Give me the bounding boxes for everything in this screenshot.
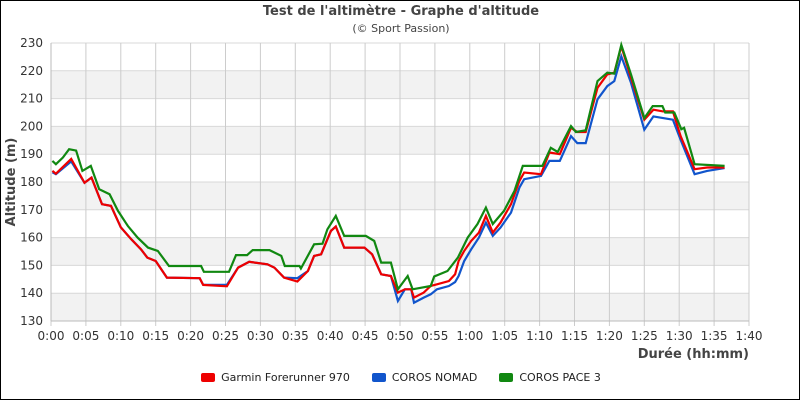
x-tick-label: 0:50	[387, 329, 414, 343]
x-tick-label: 1:20	[596, 329, 623, 343]
legend-label: COROS NOMAD	[391, 371, 478, 384]
x-tick-label: 1:00	[456, 329, 483, 343]
y-tick-label: 210	[20, 92, 43, 106]
x-tick-label: 0:00	[38, 329, 65, 343]
y-tick-label: 230	[20, 36, 43, 50]
series-line-garmin-forerunner-970	[51, 42, 725, 300]
y-tick-label: 160	[20, 231, 43, 245]
x-tick-label: 0:05	[72, 329, 99, 343]
chart-title: Test de l'altimètre - Graphe d'altitude	[262, 4, 540, 19]
x-tick-label: 1:30	[666, 329, 693, 343]
chart-subtitle: (© Sport Passion)	[352, 22, 450, 35]
x-tick-label: 0:15	[142, 329, 169, 343]
legend-label: Garmin Forerunner 970	[221, 371, 350, 384]
series-line-coros-pace-3	[51, 40, 725, 292]
y-tick-label: 180	[20, 175, 43, 189]
x-tick-label: 1:05	[491, 329, 518, 343]
y-tick-label: 140	[20, 286, 43, 300]
legend-item-coros-pace[interactable]: COROS PACE 3	[499, 371, 601, 384]
x-tick-label: 0:20	[177, 329, 204, 343]
x-tick-label: 0:35	[282, 329, 309, 343]
x-tick-label: 0:45	[352, 329, 379, 343]
x-tick-label: 1:35	[701, 329, 728, 343]
legend-swatch	[371, 373, 386, 382]
y-tick-label: 190	[20, 147, 43, 161]
x-tick-label: 0:10	[107, 329, 134, 343]
x-tick-label: 0:55	[421, 329, 448, 343]
y-tick-label: 150	[20, 258, 43, 272]
legend-swatch	[201, 373, 216, 382]
legend-swatch	[499, 373, 514, 382]
y-tick-label: 170	[20, 203, 43, 217]
y-tick-label: 220	[20, 64, 43, 78]
y-axis-title: Altitude (m)	[4, 138, 19, 227]
y-tick-label: 130	[20, 314, 43, 328]
y-tick-label: 200	[20, 119, 43, 133]
legend-label: COROS PACE 3	[519, 371, 601, 384]
legend-item-coros-nomad[interactable]: COROS NOMAD	[371, 371, 478, 384]
x-tick-label: 0:25	[212, 329, 239, 343]
x-tick-label: 1:10	[526, 329, 553, 343]
legend-item-garmin[interactable]: Garmin Forerunner 970	[201, 371, 350, 384]
x-tick-label: 1:40	[736, 329, 763, 343]
legend: Garmin Forerunner 970 COROS NOMAD COROS …	[1, 371, 799, 384]
x-tick-label: 1:15	[561, 329, 588, 343]
x-tick-label: 0:30	[247, 329, 274, 343]
x-axis-title: Durée (hh:mm)	[638, 347, 749, 362]
x-tick-label: 0:40	[317, 329, 344, 343]
x-tick-label: 1:25	[631, 329, 658, 343]
